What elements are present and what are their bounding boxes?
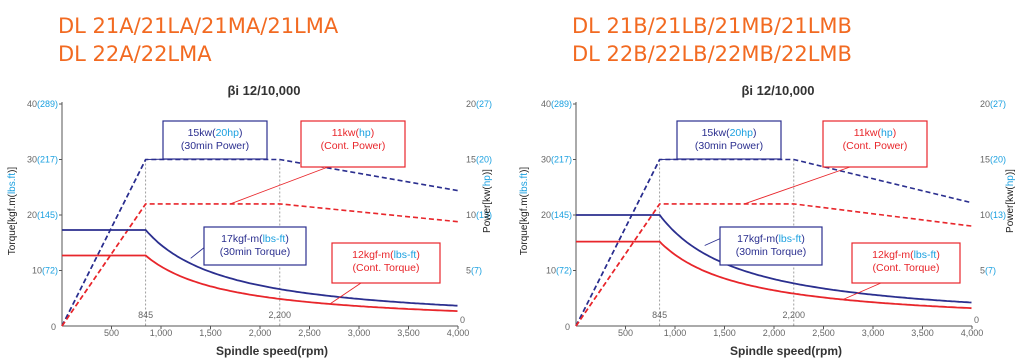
y-right-tick-label: 5(7): [980, 266, 996, 276]
torque-curve: [62, 229, 458, 307]
power-ramp: [61, 159, 147, 327]
y-axis-right-label: Power[kw(hp)]: [1005, 169, 1016, 233]
annotation-leader: [329, 282, 362, 305]
x-tick-label: 2,000: [249, 328, 272, 338]
y-axis-left-label: Torque[kgf.m(lbs.ft)]: [7, 167, 18, 256]
x-tick-label: 4,000: [961, 328, 984, 338]
y-left-tick-label: 10(72): [546, 266, 572, 276]
y-left-tick-label: 10(72): [32, 266, 58, 276]
annotation-line1: 11kw(hp): [332, 127, 374, 139]
chart-title: βi 12/10,000: [742, 83, 815, 98]
annotation-line1: 12kgf-m(lbs-ft): [872, 249, 940, 261]
annotation-line1: 17kgf-m(lbs-ft): [737, 233, 805, 245]
torque-power-chart-right: βi 12/10,000 10(72) 20(145) 30(217) 40(289) 0…: [519, 83, 1016, 358]
speed-marker-label: 845: [652, 310, 667, 320]
y-left-tick-label: 30(217): [27, 155, 58, 165]
annotation-box: [331, 242, 441, 284]
power-ramp: [61, 203, 147, 327]
y-left-tick-label: 20(145): [27, 210, 58, 220]
right-zero-label: 0: [460, 315, 465, 325]
annotation-leader: [230, 166, 329, 205]
torque-curve: [62, 254, 458, 312]
speed-marker-label: 2,200: [269, 310, 292, 320]
origin-label: 0: [51, 322, 56, 332]
power-ramp: [575, 203, 661, 327]
x-tick-label: 3,500: [911, 328, 934, 338]
torque-curve: [576, 240, 972, 310]
x-tick-label: 1,500: [713, 328, 736, 338]
y-left-tick-label: 40(289): [541, 99, 572, 109]
y-right-tick-label: 5(7): [466, 266, 482, 276]
y-right-tick-label: 10(13): [466, 210, 492, 220]
speed-marker-label: 2,200: [783, 310, 806, 320]
x-tick-label: 2,000: [763, 328, 786, 338]
annotation-line2: (30min Torque): [736, 246, 806, 258]
x-tick-label: 3,500: [397, 328, 420, 338]
power-curve: [575, 158, 973, 327]
x-tick-label: 500: [618, 328, 633, 338]
x-axis-label: Spindle speed(rpm): [730, 344, 842, 358]
annotation-line2: (30min Power): [695, 140, 763, 152]
y-right-tick-label: 15(20): [466, 155, 492, 165]
right-zero-label: 0: [974, 315, 979, 325]
torque-curve: [576, 214, 972, 304]
power-ramp: [575, 159, 661, 327]
x-tick-label: 4,000: [447, 328, 470, 338]
annotation-line1: 17kgf-m(lbs-ft): [221, 233, 289, 245]
y-right-tick-label: 15(20): [980, 155, 1006, 165]
y-right-tick-label: 20(27): [980, 99, 1006, 109]
speed-marker-label: 845: [138, 310, 153, 320]
y-left-tick-label: 40(289): [27, 99, 58, 109]
annotation-line2: (30min Power): [181, 140, 249, 152]
annotation-box: [203, 226, 307, 266]
x-axis-label: Spindle speed(rpm): [216, 344, 328, 358]
annotation-box: [162, 120, 268, 160]
model-title-line2: DL 22A/22LMA: [58, 42, 212, 66]
model-title-line1: DL 21B/21LB/21MB/21LMB: [572, 14, 852, 38]
annotation-line1: 11kw(hp): [854, 127, 896, 139]
annotation-line2: (Cont. Torque): [353, 262, 420, 274]
torque-power-chart-left: βi 12/10,000 10(72) 20(145) 30(217) 40(289) 0…: [7, 83, 493, 358]
x-tick-label: 500: [104, 328, 119, 338]
chart-title: βi 12/10,000: [228, 83, 301, 98]
y-left-tick-label: 30(217): [541, 155, 572, 165]
annotation-line2: (Cont. Torque): [873, 262, 940, 274]
chart-panel-left: DL 21A/21LA/21MA/21LMA DL 22A/22LMA βi 1…: [0, 0, 508, 358]
x-tick-label: 1,500: [199, 328, 222, 338]
annotation-box: [719, 226, 823, 266]
y-left-tick-label: 20(145): [541, 210, 572, 220]
annotation-box: [676, 120, 782, 160]
model-title-line2: DL 22B/22LB/22MB/22LMB: [572, 42, 852, 66]
x-tick-label: 3,000: [862, 328, 885, 338]
y-axis-right-label: Power[kw(hp)]: [482, 169, 493, 233]
annotation-leader: [744, 166, 851, 205]
power-curve: [61, 158, 459, 327]
annotation-line2: (Cont. Power): [321, 140, 386, 152]
model-title-line1: DL 21A/21LA/21MA/21LMA: [58, 14, 339, 38]
annotation-box: [822, 120, 928, 168]
x-tick-label: 3,000: [348, 328, 371, 338]
x-tick-label: 1,000: [150, 328, 173, 338]
annotation-box: [300, 120, 406, 168]
y-axis-left-label: Torque[kgf.m(lbs.ft)]: [519, 167, 530, 256]
x-tick-label: 2,500: [812, 328, 835, 338]
annotation-line1: 15kw(20hp): [188, 127, 243, 139]
annotation-leader: [843, 282, 882, 300]
annotation-line2: (30min Torque): [220, 246, 290, 258]
annotation-line1: 15kw(20hp): [702, 127, 757, 139]
y-right-tick-label: 20(27): [466, 99, 492, 109]
chart-panel-right: DL 21B/21LB/21MB/21LMB DL 22B/22LB/22MB/…: [508, 0, 1016, 358]
x-tick-label: 2,500: [298, 328, 321, 338]
x-tick-label: 1,000: [664, 328, 687, 338]
origin-label: 0: [565, 322, 570, 332]
y-right-tick-label: 10(13): [980, 210, 1006, 220]
annotation-line1: 12kgf-m(lbs-ft): [352, 249, 420, 261]
annotation-line2: (Cont. Power): [843, 140, 908, 152]
annotation-box: [851, 242, 961, 284]
